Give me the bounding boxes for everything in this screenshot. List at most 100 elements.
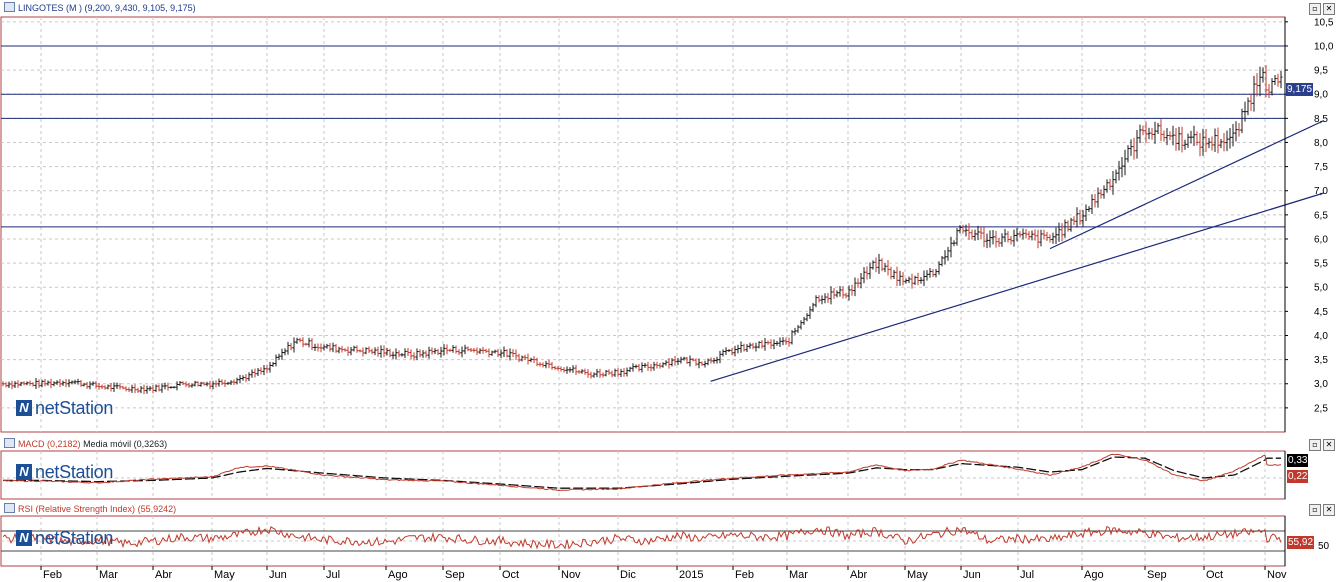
ohlc-bar — [310, 338, 314, 351]
price-minimize-button[interactable]: ▫ — [1309, 3, 1321, 15]
ohlc-bar — [793, 327, 797, 335]
ohlc-bar — [460, 346, 464, 358]
ohlc-bar — [595, 368, 599, 378]
ohlc-bar — [712, 357, 716, 364]
rsi-minimize-button[interactable]: ▫ — [1309, 504, 1321, 516]
price-tick-label: 4,0 — [1314, 331, 1328, 342]
ohlc-bar — [823, 293, 827, 304]
ohlc-bar — [784, 337, 788, 345]
rsi-value: (55,9242) — [137, 504, 177, 514]
ohlc-bar — [1102, 185, 1106, 199]
macd-minimize-button[interactable]: ▫ — [1309, 439, 1321, 451]
time-tick-label: Nov — [561, 569, 581, 581]
ohlc-bar — [487, 348, 491, 358]
ohlc-bar — [316, 343, 320, 352]
ohlc-bar — [778, 337, 782, 348]
ohlc-bar — [196, 381, 200, 387]
ohlc-bar — [430, 347, 434, 355]
ohlc-bar — [454, 345, 458, 354]
price-chart[interactable]: 2,5 3,0 3,5 4,0 4,5 5,0 5,5 6,0 6,5 7,0 7,5 8,0 8,5 9… — [0, 0, 1338, 436]
ohlc-bar — [112, 382, 116, 392]
ohlc-bar — [1000, 233, 1004, 247]
macd-chart[interactable] — [0, 450, 1338, 502]
ohlc-bar — [1054, 227, 1058, 244]
ohlc-bar — [523, 354, 527, 361]
ohlc-bar — [799, 320, 803, 330]
ohlc-bar — [652, 361, 656, 371]
ohlc-bar — [850, 284, 854, 296]
ohlc-bar — [856, 278, 860, 288]
ohlc-bar — [976, 225, 980, 241]
price-tick-label: 3,0 — [1314, 379, 1328, 390]
ohlc-bar — [1048, 234, 1052, 243]
ohlc-bar — [442, 344, 446, 356]
last-price-badge: 9,175 — [1286, 83, 1314, 96]
ohlc-bar — [379, 345, 383, 358]
ohlc-bar — [1231, 124, 1235, 147]
ohlc-bar — [304, 342, 308, 346]
ohlc-bar — [604, 369, 608, 377]
ohlc-bar — [763, 337, 767, 351]
ohlc-bar — [571, 365, 575, 373]
ohlc-bar — [1060, 223, 1064, 242]
ohlc-bar — [1255, 73, 1259, 97]
ohlc-bar — [901, 272, 905, 286]
ohlc-bar — [409, 349, 413, 359]
time-tick-label: Feb — [735, 569, 754, 581]
ohlc-bar — [1045, 231, 1049, 241]
rsi-close-button[interactable]: ✕ — [1323, 504, 1335, 516]
ohlc-bar — [1042, 229, 1046, 240]
ohlc-bar — [1189, 130, 1193, 144]
ohlc-bar — [838, 286, 842, 297]
ohlc-bar — [1078, 209, 1082, 225]
ohlc-bar — [451, 345, 455, 353]
ohlc-bar — [577, 369, 581, 374]
ohlc-bar — [667, 358, 671, 369]
price-params: (M ) (9,200, 9,430, 9,105, 9,175) — [66, 3, 196, 13]
ohlc-bar — [109, 382, 113, 392]
ohlc-bar — [100, 384, 104, 389]
ohlc-bar — [7, 381, 11, 389]
price-close-button[interactable]: ✕ — [1323, 3, 1335, 15]
macd-signal-badge: 0,33 — [1287, 454, 1309, 467]
ohlc-bar — [517, 353, 521, 363]
price-tick-label: 5,5 — [1314, 259, 1328, 270]
ohlc-bar — [934, 268, 938, 278]
ohlc-bar — [1117, 160, 1121, 181]
ohlc-bar — [796, 325, 800, 333]
ohlc-bar — [820, 295, 824, 305]
ohlc-bar — [916, 272, 920, 286]
ohlc-bar — [283, 348, 287, 356]
ohlc-bar — [829, 286, 833, 305]
ohlc-bar — [298, 337, 302, 343]
ohlc-bar — [340, 345, 344, 353]
ohlc-bar — [679, 356, 683, 364]
ohlc-bar — [508, 348, 512, 361]
ohlc-bar — [322, 344, 326, 351]
ohlc-bar — [949, 236, 953, 258]
trend-line[interactable] — [710, 192, 1324, 382]
ohlc-bar — [139, 386, 143, 394]
ohlc-bar — [499, 349, 503, 359]
ohlc-bar — [994, 230, 998, 248]
ohlc-bar — [445, 344, 449, 355]
macd-close-button[interactable]: ✕ — [1323, 439, 1335, 451]
ohlc-bar — [403, 348, 407, 359]
rsi-chart[interactable]: Feb Mar Abr May Jun Jul Ago Sep Oct Nov Dic 2015 Feb… — [0, 515, 1338, 582]
macd-name: MACD — [18, 439, 45, 449]
price-tick-label: 4,5 — [1314, 307, 1328, 318]
time-tick-label: Oct — [502, 569, 519, 581]
ohlc-bar — [1177, 126, 1181, 151]
ohlc-bar — [337, 346, 341, 354]
trend-line[interactable] — [1049, 120, 1324, 250]
ohlc-bar — [97, 383, 101, 390]
ohlc-bar — [865, 266, 869, 280]
ohlc-bar — [259, 367, 263, 375]
ohlc-bar — [544, 360, 548, 369]
time-tick-label: Jun — [963, 569, 981, 581]
ohlc-bar — [1087, 206, 1091, 213]
time-tick-label: Sep — [1147, 569, 1167, 581]
ohlc-bar — [580, 369, 584, 374]
ohlc-bar — [655, 361, 659, 369]
macd-value-badge: 0,22 — [1287, 470, 1309, 483]
